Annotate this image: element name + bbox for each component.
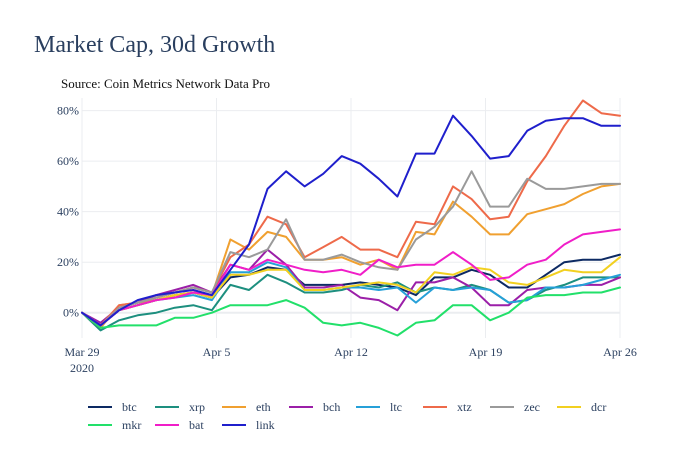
legend-label: dcr — [591, 400, 606, 414]
x-tick-label: Apr 26 — [603, 345, 637, 359]
series-line-mkr — [81, 286, 621, 337]
legend: btc xrp eth bch ltc xtz zec dcr mkr bat link — [88, 400, 606, 432]
legend-item-xtz[interactable]: xtz — [423, 400, 472, 414]
legend-label: mkr — [122, 418, 141, 432]
y-tick-label: 80% — [57, 104, 79, 118]
x-tick-year-label: 2020 — [70, 361, 94, 375]
y-tick-label: 40% — [57, 205, 79, 219]
series-line-link — [81, 114, 621, 327]
y-tick-label: 60% — [57, 154, 79, 168]
legend-label: bch — [323, 400, 340, 414]
legend-item-bch[interactable]: bch — [289, 400, 340, 414]
legend-item-btc[interactable]: btc — [88, 400, 137, 414]
series-line-dcr — [81, 256, 621, 327]
series-line-bat — [81, 228, 621, 327]
grid-lines — [81, 98, 621, 338]
legend-item-zec[interactable]: zec — [490, 400, 540, 414]
y-tick-label: 20% — [57, 255, 79, 269]
legend-label: link — [256, 418, 275, 432]
legend-label: eth — [256, 400, 271, 414]
chart-title: Market Cap, 30d Growth — [34, 32, 275, 58]
x-axis-ticks: Mar 29 2020 Apr 5 Apr 12 Apr 19 Apr 26 — [65, 345, 637, 375]
x-tick-label: Apr 5 — [203, 345, 231, 359]
chart-subtitle: Source: Coin Metrics Network Data Pro — [61, 76, 270, 91]
legend-item-ltc[interactable]: ltc — [356, 400, 402, 414]
legend-label: xtz — [457, 400, 472, 414]
legend-label: bat — [189, 418, 204, 432]
legend-item-eth[interactable]: eth — [222, 400, 271, 414]
legend-label: xrp — [189, 400, 205, 414]
legend-label: zec — [524, 400, 540, 414]
x-tick-label: Apr 12 — [334, 345, 368, 359]
y-tick-label: 0% — [63, 306, 79, 320]
y-axis-ticks: 0% 20% 40% 60% 80% — [57, 104, 79, 320]
legend-label: ltc — [390, 400, 402, 414]
x-tick-label: Apr 19 — [469, 345, 503, 359]
legend-item-xrp[interactable]: xrp — [155, 400, 205, 414]
legend-item-dcr[interactable]: dcr — [557, 400, 606, 414]
legend-item-bat[interactable]: bat — [155, 418, 204, 432]
series-line-bch — [81, 248, 621, 324]
x-tick-label: Mar 29 — [65, 345, 100, 359]
legend-item-mkr[interactable]: mkr — [88, 418, 141, 432]
series-lines — [81, 99, 621, 337]
legend-label: btc — [122, 400, 137, 414]
legend-item-link[interactable]: link — [222, 418, 275, 432]
